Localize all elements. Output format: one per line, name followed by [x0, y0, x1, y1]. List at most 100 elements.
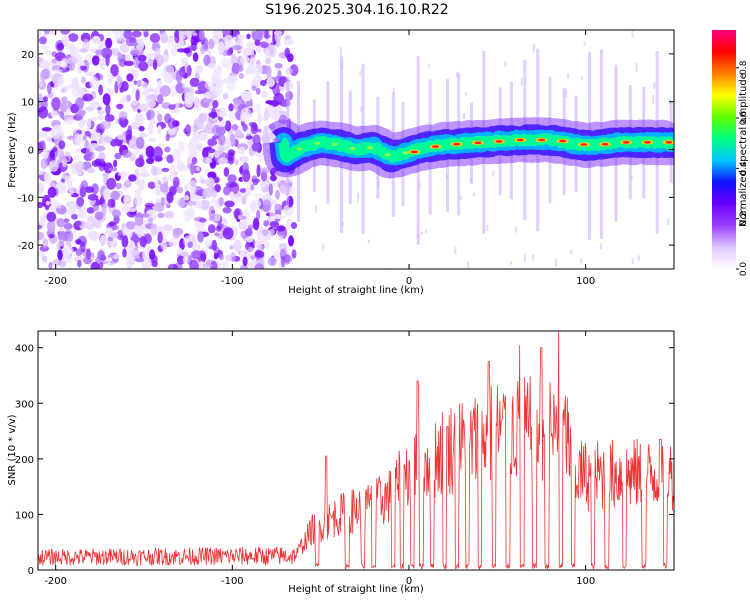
noise-blob: [74, 221, 83, 227]
noise-blob: [47, 186, 57, 198]
noise-blob: [195, 142, 204, 151]
noise-blob: [110, 64, 119, 77]
noise-blob: [152, 146, 163, 159]
noise-blob: [87, 142, 92, 150]
noise-blob: [198, 218, 207, 223]
noise-blob: [261, 199, 272, 213]
noise-blob: [184, 91, 195, 105]
noise-blob: [145, 99, 156, 108]
spectrogram-y-ticks: -20 -10 0 10 20: [18, 50, 674, 252]
noise-blob: [222, 93, 229, 100]
noise-blob: [185, 200, 197, 206]
faint-speck: [339, 47, 342, 56]
noise-blob: [191, 35, 200, 41]
noise-blob: [66, 180, 73, 189]
noise-blob: [274, 30, 282, 42]
noise-blob: [89, 100, 100, 110]
noise-blob: [195, 166, 201, 172]
noise-blob: [59, 110, 64, 119]
noise-blob: [137, 178, 146, 192]
noise-blob: [59, 102, 68, 113]
noise-blob: [140, 213, 150, 218]
noise-blob: [44, 50, 54, 56]
noise-blob: [44, 30, 50, 35]
noise-blob: [84, 186, 95, 194]
noise-blob: [62, 34, 70, 47]
noise-blob: [117, 51, 122, 59]
noise-blob: [101, 47, 113, 59]
noise-blob: [219, 253, 224, 261]
noise-blob: [262, 133, 271, 145]
noise-blob: [167, 263, 179, 269]
signal-peak-core: [538, 138, 545, 142]
noise-blob: [42, 96, 49, 103]
noise-blob: [38, 224, 43, 229]
noise-blob: [94, 219, 102, 229]
noise-blob: [38, 231, 45, 241]
noise-blob: [86, 167, 96, 174]
noise-blob: [183, 47, 191, 54]
noise-blob: [135, 136, 145, 149]
noise-blob: [48, 261, 53, 269]
signal-peak-blob: [331, 142, 338, 146]
noise-blob: [143, 261, 153, 267]
noise-blob: [250, 184, 255, 191]
noise-blob: [191, 250, 202, 260]
noise-blob: [219, 112, 224, 118]
noise-blob: [261, 90, 269, 99]
noise-blob: [211, 124, 222, 136]
signal-peak-core: [601, 143, 609, 146]
noise-blob: [231, 62, 240, 75]
noise-blob: [139, 235, 147, 248]
noise-blob: [231, 196, 242, 203]
noise-blob: [176, 197, 186, 208]
noise-blob: [39, 70, 47, 82]
noise-blob: [128, 174, 137, 182]
noise-blob: [178, 67, 185, 77]
noise-blob: [120, 81, 129, 92]
noise-blob: [218, 196, 224, 207]
signal-peak-core: [474, 141, 482, 145]
noise-blob: [134, 216, 144, 227]
noise-blob: [231, 45, 243, 51]
noise-blob: [119, 43, 130, 54]
noise-blob: [210, 260, 218, 269]
noise-blob: [252, 30, 263, 42]
noise-blob: [182, 256, 189, 264]
noise-blob: [170, 163, 175, 176]
noise-blob: [207, 138, 218, 147]
noise-blob: [172, 176, 180, 188]
noise-blob: [131, 42, 138, 47]
noise-blob: [202, 125, 210, 132]
noise-blob: [198, 113, 208, 123]
noise-blob: [250, 199, 262, 209]
noise-blob: [38, 81, 43, 88]
noise-blob: [99, 197, 104, 205]
noise-blob: [107, 72, 114, 85]
noise-blob: [157, 113, 163, 122]
faint-speck: [472, 192, 475, 197]
noise-blob: [48, 233, 55, 239]
noise-blob: [138, 125, 145, 132]
faint-speck: [459, 196, 462, 200]
noise-blob: [197, 231, 204, 243]
noise-blob: [199, 199, 211, 211]
noise-blob: [87, 194, 99, 201]
faint-speck: [425, 229, 428, 234]
noise-blob: [188, 147, 198, 159]
noise-blob: [79, 65, 87, 71]
noise-blob: [164, 146, 171, 153]
noise-blob: [108, 221, 115, 227]
faint-speck: [390, 267, 393, 269]
noise-blob: [139, 133, 148, 138]
noise-blob: [46, 136, 54, 143]
noise-blob: [204, 81, 215, 90]
faint-speck: [360, 106, 363, 113]
noise-blob: [110, 47, 120, 56]
noise-blob: [168, 37, 174, 48]
noise-blob: [172, 43, 181, 49]
noise-blob: [200, 252, 207, 262]
noise-blob: [67, 56, 78, 65]
snr-background: [38, 331, 674, 570]
noise-blob: [228, 72, 238, 83]
